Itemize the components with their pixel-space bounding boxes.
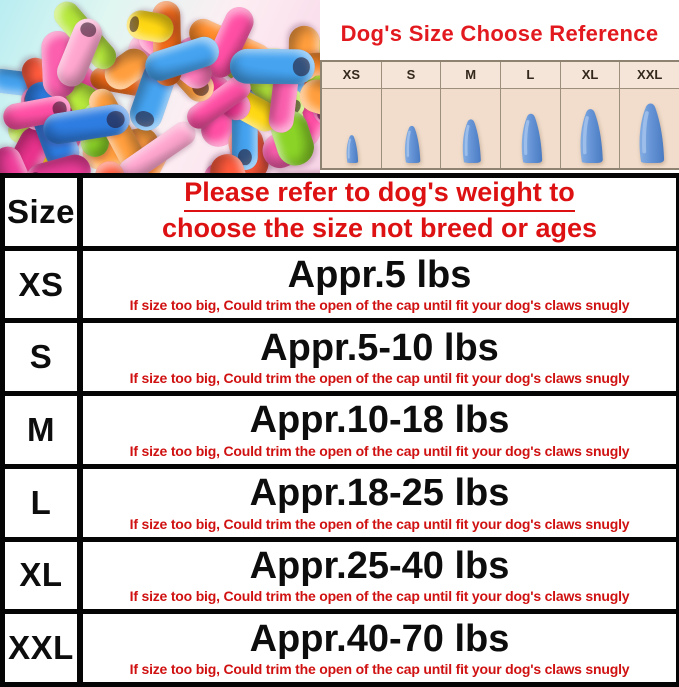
- weight-cell: Appr.5 lbs If size too big, Could trim t…: [83, 251, 676, 319]
- notice-line-1: Please refer to dog's weight to: [184, 176, 575, 212]
- weight-value: Appr.5-10 lbs: [83, 323, 676, 370]
- trim-note: If size too big, Could trim the open of …: [83, 297, 676, 318]
- size-label: L: [501, 62, 560, 89]
- cap-icon: [620, 89, 679, 168]
- cap-icon: [441, 89, 500, 168]
- size-label: M: [441, 62, 500, 89]
- trim-note: If size too big, Could trim the open of …: [83, 443, 676, 464]
- weight-value: Appr.10-18 lbs: [83, 396, 676, 443]
- cap-icon: [501, 89, 560, 168]
- size-label: XXL: [620, 62, 679, 89]
- trim-note: If size too big, Could trim the open of …: [83, 516, 676, 537]
- size-cell: XXL: [5, 614, 83, 682]
- cap-opening: [28, 170, 45, 173]
- weight-value: Appr.18-25 lbs: [83, 469, 676, 516]
- weight-cell: Appr.10-18 lbs If size too big, Could tr…: [83, 396, 676, 464]
- size-reference-column: M: [441, 62, 501, 168]
- trim-note: If size too big, Could trim the open of …: [83, 370, 676, 391]
- size-row: XS Appr.5 lbs If size too big, Could tri…: [5, 246, 676, 319]
- nail-caps-photo: [0, 0, 320, 173]
- size-reference-column: XL: [561, 62, 621, 168]
- size-row: S Appr.5-10 lbs If size too big, Could t…: [5, 318, 676, 391]
- size-row: L Appr.18-25 lbs If size too big, Could …: [5, 464, 676, 537]
- weight-value: Appr.25-40 lbs: [83, 542, 676, 589]
- size-label: XL: [561, 62, 620, 89]
- size-label: S: [382, 62, 441, 89]
- weight-value: Appr.40-70 lbs: [83, 614, 676, 661]
- size-cell: XL: [5, 542, 83, 610]
- weight-notice-cell: Please refer to dog's weight to choose t…: [83, 178, 676, 246]
- size-reference-column: L: [501, 62, 561, 168]
- size-cell: XS: [5, 251, 83, 319]
- trim-note: If size too big, Could trim the open of …: [83, 588, 676, 609]
- cap-icon: [382, 89, 441, 168]
- cap-opening: [78, 21, 98, 40]
- weight-cell: Appr.18-25 lbs If size too big, Could tr…: [83, 469, 676, 537]
- weight-cell: Appr.5-10 lbs If size too big, Could tri…: [83, 323, 676, 391]
- cap-opening: [105, 109, 125, 129]
- cap-icon: [561, 89, 620, 168]
- notice-line-2: choose the size not breed or ages: [162, 212, 597, 248]
- size-column-header: Size: [5, 178, 83, 246]
- size-reference-column: S: [382, 62, 442, 168]
- nail-cap: [230, 49, 315, 85]
- cap-opening: [134, 109, 156, 129]
- size-cell: L: [5, 469, 83, 537]
- size-reference-column: XXL: [620, 62, 679, 168]
- cap-opening: [293, 57, 310, 77]
- reference-title: Dog's Size Choose Reference: [320, 0, 679, 47]
- weight-cell: Appr.40-70 lbs If size too big, Could tr…: [83, 614, 676, 682]
- size-weight-table: Size Please refer to dog's weight to cho…: [0, 173, 679, 687]
- cap-opening: [129, 15, 141, 32]
- table-header-row: Size Please refer to dog's weight to cho…: [5, 178, 676, 246]
- size-label: XS: [322, 62, 381, 89]
- size-row: XXL Appr.40-70 lbs If size too big, Coul…: [5, 609, 676, 682]
- cap-icon: [322, 89, 381, 168]
- size-cell: M: [5, 396, 83, 464]
- size-row: M Appr.10-18 lbs If size too big, Could …: [5, 391, 676, 464]
- size-cell: S: [5, 323, 83, 391]
- weight-value: Appr.5 lbs: [83, 251, 676, 298]
- size-row: XL Appr.25-40 lbs If size too big, Could…: [5, 537, 676, 610]
- weight-cell: Appr.25-40 lbs If size too big, Could tr…: [83, 542, 676, 610]
- size-reference-column: XS: [322, 62, 382, 168]
